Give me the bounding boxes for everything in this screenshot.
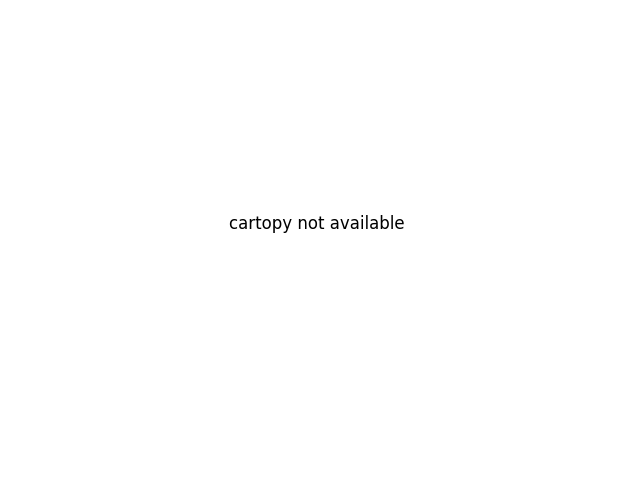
Text: Surface pressure [hPa] ECMWF: Surface pressure [hPa] ECMWF: [5, 460, 215, 473]
Text: Th 02-05-2024 03:00 UTC (06+21): Th 02-05-2024 03:00 UTC (06+21): [396, 460, 629, 473]
Text: ©weatheronline.co.uk: ©weatheronline.co.uk: [504, 479, 629, 489]
Text: cartopy not available: cartopy not available: [229, 215, 405, 233]
